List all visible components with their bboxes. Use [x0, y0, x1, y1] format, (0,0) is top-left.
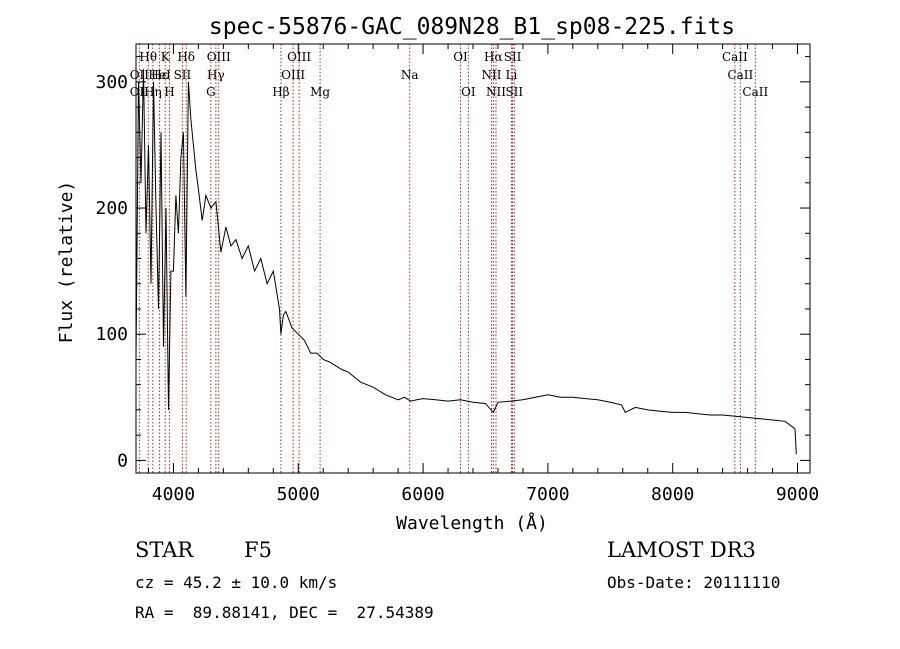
- x-tick-label-2: 6000: [401, 484, 444, 505]
- line-label-8: CaII: [722, 50, 748, 64]
- line-label-23: Hβ: [272, 85, 289, 99]
- x-tick-label-4: 8000: [651, 484, 694, 505]
- y-axis: 0 100 200 300: [95, 56, 810, 471]
- redshift-cz: cz = 45.2 ± 10.0 km/s: [135, 573, 338, 592]
- y-tick-label-1: 100: [95, 324, 128, 345]
- x-tick-label-5: 9000: [776, 484, 819, 505]
- line-label-9: OII: [130, 68, 150, 82]
- object-class: STAR: [135, 538, 194, 562]
- line-label-15: Na: [401, 68, 419, 82]
- line-label-16: NII: [481, 68, 501, 82]
- line-label-1: K: [161, 50, 171, 64]
- line-label-25: OI: [461, 85, 476, 99]
- y-tick-label-0: 0: [117, 450, 128, 471]
- line-label-2: Hδ: [177, 50, 195, 64]
- line-label-27: SII: [505, 85, 523, 99]
- line-label-5: OI: [453, 50, 468, 64]
- x-axis: 4000 5000 6000 7000 8000 9000: [147, 44, 819, 505]
- observation-date: Obs-Date: 20111110: [607, 573, 781, 592]
- x-axis-label: Wavelength (Å): [396, 512, 548, 534]
- line-label-6: Hα: [484, 50, 503, 64]
- line-label-12: SII: [174, 68, 192, 82]
- line-label-13: Hγ: [207, 68, 225, 82]
- line-label-7: SII: [504, 50, 522, 64]
- line-label-22: G: [206, 85, 216, 99]
- line-label-28: CaII: [742, 85, 768, 99]
- y-tick-label-3: 300: [95, 72, 128, 93]
- line-label-10: Hε: [151, 68, 168, 82]
- line-label-4: OIII: [287, 50, 311, 64]
- x-tick-label-1: 5000: [277, 484, 320, 505]
- x-tick-label-0: 4000: [152, 484, 195, 505]
- line-label-3: OIII: [207, 50, 231, 64]
- line-label-14: OIII: [281, 68, 305, 82]
- chart-title: spec-55876-GAC_089N28_B1_sp08-225.fits: [209, 14, 735, 40]
- line-label-0: Hθ: [139, 50, 157, 64]
- line-label-26: NII: [486, 85, 506, 99]
- survey-name: LAMOST DR3: [607, 538, 756, 562]
- line-label-21: H: [164, 85, 174, 99]
- y-axis-label: Flux (relative): [56, 181, 77, 344]
- spectrum-line: [135, 69, 797, 455]
- y-tick-label-2: 200: [95, 198, 128, 219]
- coordinates: RA = 89.88141, DEC = 27.54389: [135, 603, 434, 622]
- line-label-11: HeI: [148, 68, 171, 82]
- plot-frame: [135, 43, 811, 474]
- line-label-24: Mg: [310, 85, 330, 99]
- line-marker-layer: [138, 44, 756, 473]
- x-tick-label-3: 7000: [526, 484, 569, 505]
- line-label-20: Hη: [144, 85, 162, 99]
- line-label-17: Li: [506, 68, 518, 82]
- object-subclass: F5: [244, 538, 272, 562]
- line-label-18: CaII: [727, 68, 753, 82]
